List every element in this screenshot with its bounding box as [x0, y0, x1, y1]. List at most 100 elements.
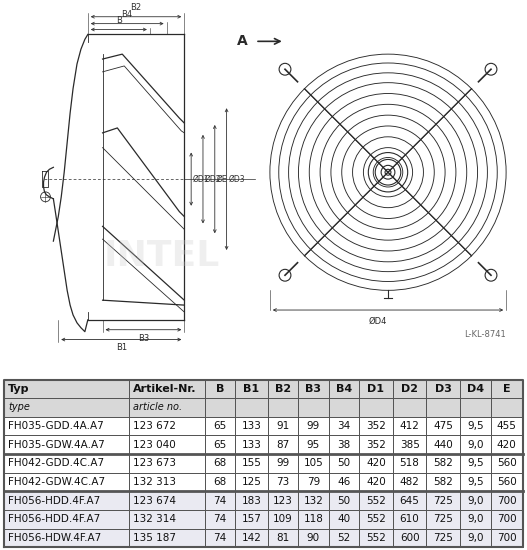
Text: 99: 99 — [276, 458, 289, 469]
Text: 34: 34 — [337, 421, 350, 431]
Text: 9,0: 9,0 — [467, 514, 484, 524]
Bar — [359, 379, 393, 398]
Bar — [4, 454, 129, 472]
Bar — [205, 472, 236, 491]
Bar — [359, 436, 393, 454]
Text: D1: D1 — [367, 384, 384, 394]
Bar — [268, 472, 298, 491]
Text: 9,0: 9,0 — [467, 496, 484, 505]
Text: 73: 73 — [276, 477, 289, 487]
Text: B3: B3 — [305, 384, 321, 394]
Text: 552: 552 — [366, 533, 386, 543]
Bar — [129, 510, 205, 529]
Bar — [205, 398, 236, 417]
Bar — [205, 529, 236, 547]
Text: 582: 582 — [433, 458, 453, 469]
Text: FH035-GDW.4A.A7: FH035-GDW.4A.A7 — [8, 440, 105, 450]
Bar — [460, 472, 491, 491]
Bar — [129, 491, 205, 510]
Bar — [328, 417, 359, 436]
Bar — [426, 417, 460, 436]
Bar — [359, 417, 393, 436]
Text: B2: B2 — [131, 3, 142, 12]
Text: 157: 157 — [241, 514, 261, 524]
Bar — [268, 454, 298, 472]
Bar — [491, 454, 523, 472]
Bar — [4, 379, 129, 398]
Text: 183: 183 — [241, 496, 261, 505]
Bar — [328, 454, 359, 472]
Text: 352: 352 — [366, 421, 386, 431]
Bar — [268, 529, 298, 547]
Text: 420: 420 — [366, 458, 386, 469]
Bar — [426, 472, 460, 491]
Text: article no.: article no. — [133, 403, 182, 412]
Bar — [359, 529, 393, 547]
Bar — [460, 379, 491, 398]
Text: 65: 65 — [213, 440, 227, 450]
Bar — [359, 510, 393, 529]
Bar — [205, 436, 236, 454]
Text: 700: 700 — [497, 496, 516, 505]
Bar — [460, 436, 491, 454]
Bar — [298, 436, 328, 454]
Text: 123 674: 123 674 — [133, 496, 176, 505]
Text: 9,0: 9,0 — [467, 440, 484, 450]
Text: 90: 90 — [307, 533, 320, 543]
Bar — [426, 491, 460, 510]
Bar — [328, 436, 359, 454]
Text: L-KL-8741: L-KL-8741 — [464, 330, 506, 339]
Text: 142: 142 — [241, 533, 261, 543]
Bar — [491, 436, 523, 454]
Text: 79: 79 — [307, 477, 320, 487]
Text: 123: 123 — [273, 496, 292, 505]
Text: 518: 518 — [399, 458, 419, 469]
Bar — [4, 510, 129, 529]
Text: A: A — [237, 34, 247, 48]
Bar — [328, 379, 359, 398]
Bar — [359, 454, 393, 472]
Bar — [205, 510, 236, 529]
Bar — [298, 417, 328, 436]
Text: 109: 109 — [273, 514, 292, 524]
Text: 105: 105 — [304, 458, 323, 469]
Text: D2: D2 — [401, 384, 418, 394]
Text: 123 673: 123 673 — [133, 458, 176, 469]
Text: ØD1: ØD1 — [193, 175, 210, 184]
Bar — [298, 510, 328, 529]
Text: 50: 50 — [337, 496, 350, 505]
Bar — [236, 529, 268, 547]
Bar — [491, 398, 523, 417]
Text: 118: 118 — [304, 514, 323, 524]
Text: B2: B2 — [275, 384, 291, 394]
Text: 52: 52 — [337, 533, 350, 543]
Bar — [236, 379, 268, 398]
Bar — [298, 454, 328, 472]
Text: 133: 133 — [241, 440, 261, 450]
Text: Artikel-Nr.: Artikel-Nr. — [133, 384, 196, 394]
Text: 68: 68 — [213, 458, 227, 469]
Bar — [328, 529, 359, 547]
Bar — [359, 472, 393, 491]
Bar — [393, 472, 426, 491]
Bar — [393, 529, 426, 547]
Bar — [4, 472, 129, 491]
Text: 123 672: 123 672 — [133, 421, 176, 431]
Text: E: E — [503, 384, 511, 394]
Text: FH042-GDW.4C.A7: FH042-GDW.4C.A7 — [8, 477, 105, 487]
Bar — [298, 529, 328, 547]
Text: 87: 87 — [276, 440, 289, 450]
Text: ØD3: ØD3 — [229, 175, 245, 184]
Bar — [298, 398, 328, 417]
Bar — [129, 436, 205, 454]
Text: B3: B3 — [138, 334, 149, 343]
Bar — [426, 398, 460, 417]
Text: 74: 74 — [213, 496, 227, 505]
Text: 9,5: 9,5 — [467, 458, 484, 469]
Bar — [268, 436, 298, 454]
Text: FH042-GDD.4C.A7: FH042-GDD.4C.A7 — [8, 458, 104, 469]
Bar — [426, 436, 460, 454]
Bar — [491, 379, 523, 398]
Bar — [205, 417, 236, 436]
Bar — [268, 379, 298, 398]
